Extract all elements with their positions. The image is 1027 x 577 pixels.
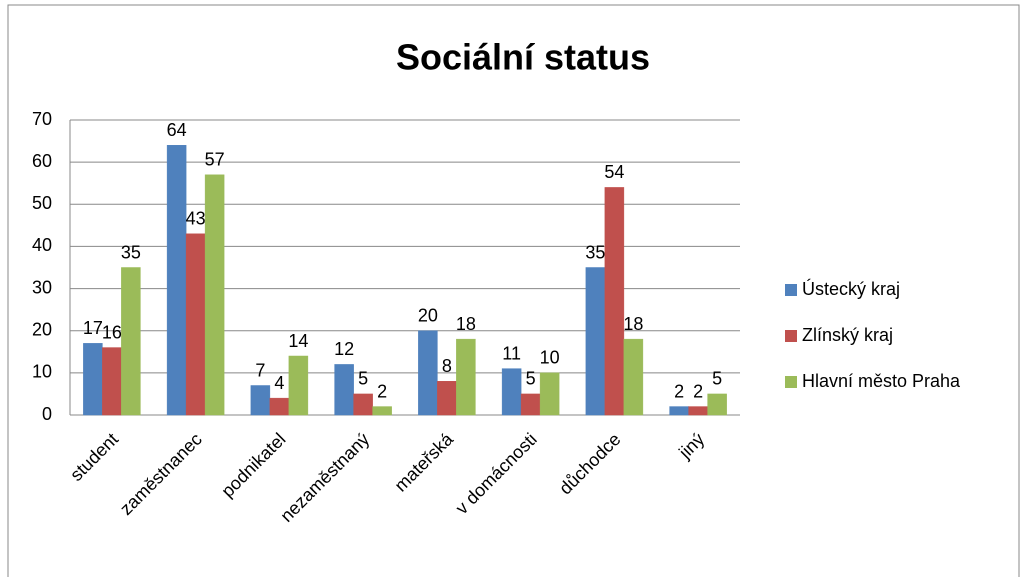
legend-swatch (785, 284, 797, 296)
data-label: 17 (83, 318, 103, 338)
data-label: 18 (456, 314, 476, 334)
data-label: 4 (274, 373, 284, 393)
bar (83, 343, 103, 416)
data-label: 54 (604, 162, 624, 182)
bar (250, 385, 271, 416)
data-label: 11 (502, 343, 521, 363)
bar (185, 233, 206, 416)
data-label: 10 (540, 348, 560, 368)
bar (372, 406, 392, 416)
bar (353, 393, 373, 416)
data-label: 14 (288, 331, 308, 351)
y-tick-label: 60 (32, 151, 52, 171)
y-tick-label: 70 (32, 109, 52, 129)
data-label: 2 (377, 381, 387, 401)
data-label: 35 (585, 242, 605, 262)
data-label: 8 (442, 356, 452, 376)
legend-swatch (785, 330, 797, 342)
bar (334, 364, 354, 416)
bar (669, 406, 689, 416)
data-label: 2 (693, 381, 703, 401)
data-label: 64 (167, 120, 187, 140)
bar (623, 338, 644, 416)
bar (604, 187, 625, 416)
legend-label: Zlínský kraj (802, 325, 893, 345)
y-tick-label: 0 (42, 404, 52, 424)
bar (707, 393, 727, 416)
data-label: 43 (186, 209, 206, 229)
data-label: 18 (623, 314, 643, 334)
bar (418, 330, 438, 416)
chart-title: Sociální status (396, 37, 650, 78)
y-tick-label: 40 (32, 235, 52, 255)
bar (501, 368, 522, 416)
legend-label: Hlavní město Praha (802, 371, 961, 391)
bar (269, 397, 290, 416)
legend-label: Ústecký kraj (802, 278, 900, 299)
bar (437, 381, 457, 416)
data-label: 20 (418, 305, 438, 325)
data-label: 35 (121, 242, 141, 262)
bar (585, 267, 606, 416)
y-tick-label: 10 (32, 362, 52, 382)
data-label: 12 (334, 339, 354, 359)
y-tick-label: 30 (32, 277, 52, 297)
bar (121, 267, 141, 416)
bar (688, 406, 708, 416)
data-label: 57 (205, 150, 225, 170)
data-label: 5 (712, 369, 722, 389)
data-label: 2 (674, 381, 684, 401)
bar (520, 393, 541, 416)
legend-swatch (785, 376, 797, 388)
bar (102, 347, 122, 416)
data-label: 7 (255, 360, 265, 380)
bar (288, 355, 309, 416)
bar (204, 174, 225, 416)
bar (166, 145, 187, 416)
bar (539, 372, 560, 416)
data-label: 5 (358, 369, 368, 389)
y-tick-label: 20 (32, 319, 52, 339)
data-label: 16 (102, 322, 122, 342)
y-tick-label: 50 (32, 193, 52, 213)
data-label: 5 (526, 369, 536, 389)
bar (456, 338, 476, 416)
